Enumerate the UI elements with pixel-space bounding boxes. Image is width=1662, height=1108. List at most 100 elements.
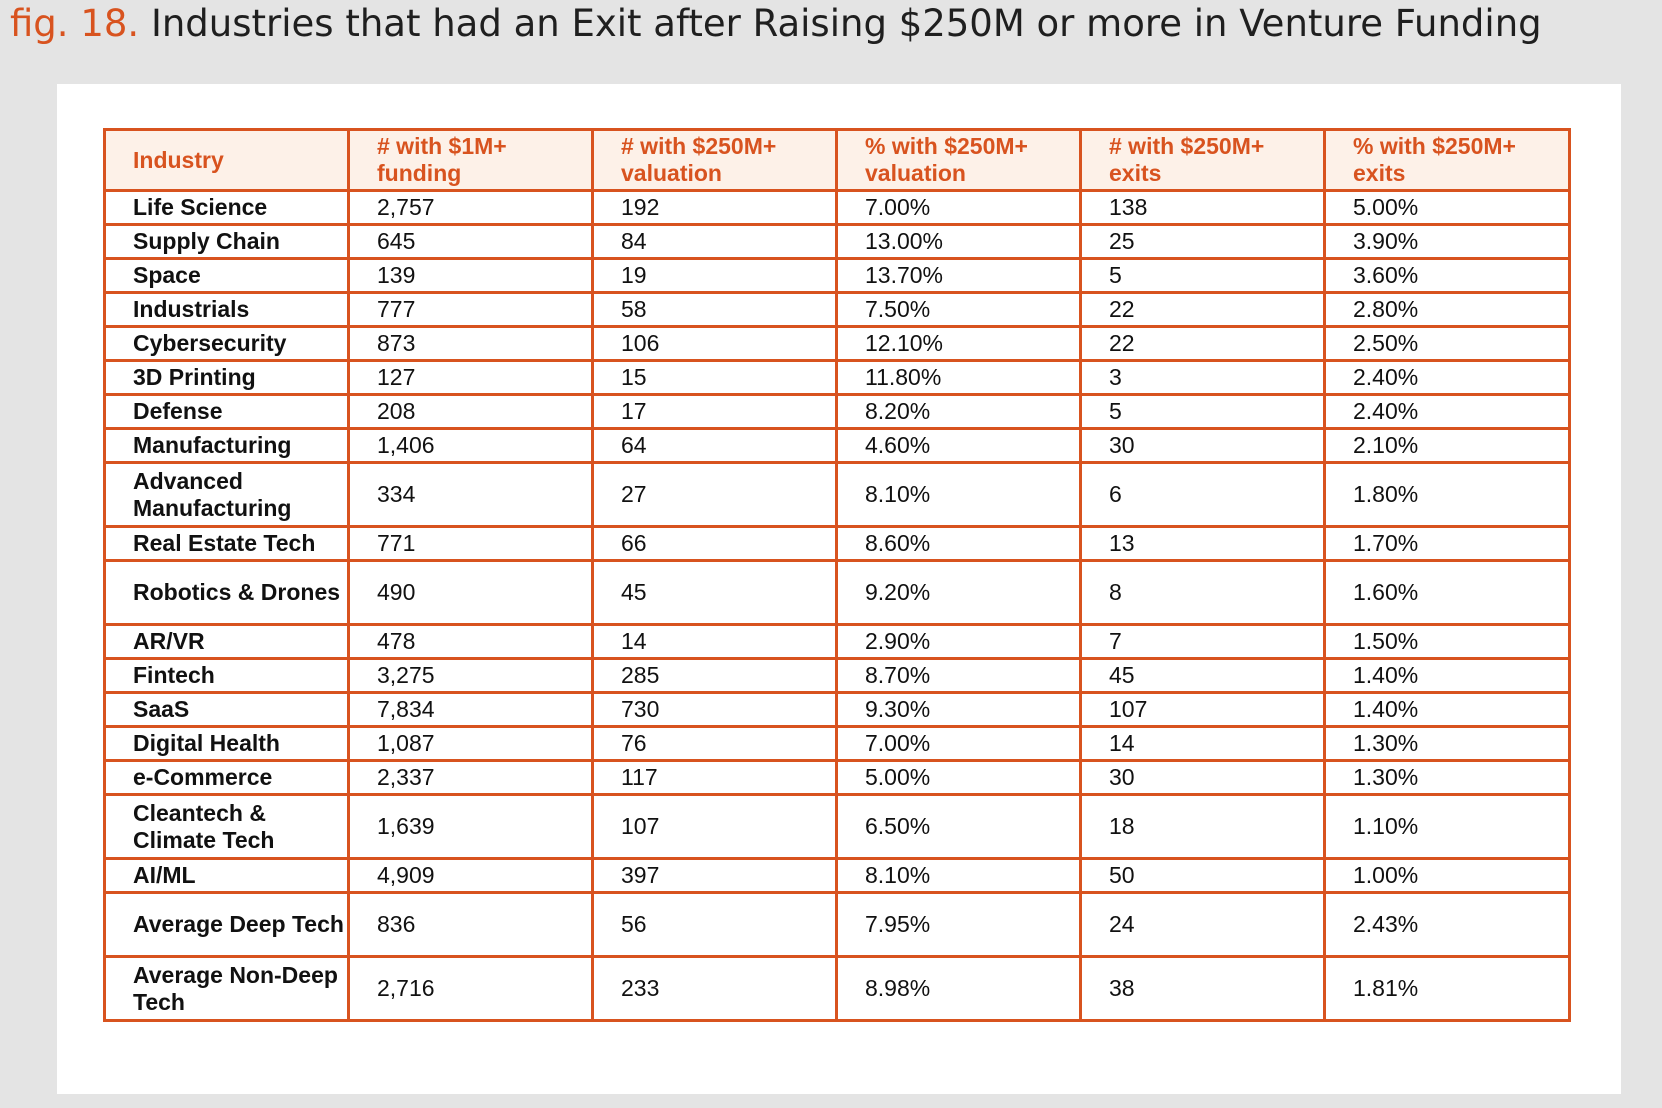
cell-valuation-count: 27 <box>591 461 838 528</box>
cell-funding-count: 1,087 <box>347 725 594 762</box>
cell-exits-pct: 2.10% <box>1323 427 1571 464</box>
table-row: 3D Printing 127 15 11.80% 3 2.40% <box>103 359 1571 396</box>
cell-exits-pct: 1.70% <box>1323 525 1571 562</box>
cell-exits-count: 22 <box>1079 325 1326 362</box>
cell-exits-pct: 2.43% <box>1323 891 1571 958</box>
table-row: Fintech 3,275 285 8.70% 45 1.40% <box>103 657 1571 694</box>
header-exits-pct: % with $250M+ exits <box>1323 128 1571 192</box>
cell-funding-count: 1,406 <box>347 427 594 464</box>
cell-industry: Robotics & Drones <box>103 559 350 626</box>
table-row: SaaS 7,834 730 9.30% 107 1.40% <box>103 691 1571 728</box>
cell-funding-count: 645 <box>347 223 594 260</box>
cell-exits-pct: 2.80% <box>1323 291 1571 328</box>
cell-exits-count: 13 <box>1079 525 1326 562</box>
cell-valuation-count: 192 <box>591 189 838 226</box>
cell-valuation-count: 66 <box>591 525 838 562</box>
cell-valuation-count: 19 <box>591 257 838 294</box>
cell-exits-count: 30 <box>1079 427 1326 464</box>
table-row: Cleantech & Climate Tech 1,639 107 6.50% 18 1… <box>103 793 1571 860</box>
cell-industry: e-Commerce <box>103 759 350 796</box>
cell-industry: Space <box>103 257 350 294</box>
cell-industry: Cybersecurity <box>103 325 350 362</box>
cell-funding-count: 208 <box>347 393 594 430</box>
cell-industry: 3D Printing <box>103 359 350 396</box>
cell-exits-pct: 1.80% <box>1323 461 1571 528</box>
cell-exits-count: 3 <box>1079 359 1326 396</box>
cell-valuation-pct: 12.10% <box>835 325 1082 362</box>
table-row: Industrials 777 58 7.50% 22 2.80% <box>103 291 1571 328</box>
cell-valuation-count: 14 <box>591 623 838 660</box>
cell-industry: Supply Chain <box>103 223 350 260</box>
figure-title-text: Industries that had an Exit after Raisin… <box>150 2 1542 45</box>
cell-valuation-pct: 4.60% <box>835 427 1082 464</box>
cell-valuation-pct: 8.10% <box>835 461 1082 528</box>
cell-exits-pct: 1.30% <box>1323 725 1571 762</box>
figure-label: fig. 18. <box>10 2 140 45</box>
cell-exits-pct: 5.00% <box>1323 189 1571 226</box>
cell-exits-pct: 2.40% <box>1323 393 1571 430</box>
cell-industry: Average Deep Tech <box>103 891 350 958</box>
table-row: Supply Chain 645 84 13.00% 25 3.90% <box>103 223 1571 260</box>
cell-exits-pct: 1.30% <box>1323 759 1571 796</box>
cell-funding-count: 334 <box>347 461 594 528</box>
cell-exits-pct: 1.10% <box>1323 793 1571 860</box>
cell-industry: Cleantech & Climate Tech <box>103 793 350 860</box>
cell-valuation-pct: 5.00% <box>835 759 1082 796</box>
figure-title: fig. 18. Industries that had an Exit aft… <box>10 2 1542 46</box>
cell-valuation-count: 58 <box>591 291 838 328</box>
cell-exits-count: 30 <box>1079 759 1326 796</box>
cell-funding-count: 2,757 <box>347 189 594 226</box>
cell-valuation-count: 397 <box>591 857 838 894</box>
industry-exit-table: Industry # with $1M+ funding # with $250… <box>103 128 1571 1022</box>
cell-exits-count: 107 <box>1079 691 1326 728</box>
cell-exits-count: 24 <box>1079 891 1326 958</box>
cell-funding-count: 4,909 <box>347 857 594 894</box>
table-row: Real Estate Tech 771 66 8.60% 13 1.70% <box>103 525 1571 562</box>
cell-exits-pct: 2.50% <box>1323 325 1571 362</box>
cell-valuation-pct: 7.50% <box>835 291 1082 328</box>
cell-funding-count: 7,834 <box>347 691 594 728</box>
cell-exits-count: 22 <box>1079 291 1326 328</box>
cell-exits-count: 45 <box>1079 657 1326 694</box>
header-industry: Industry <box>103 128 350 192</box>
cell-valuation-count: 730 <box>591 691 838 728</box>
cell-valuation-pct: 13.00% <box>835 223 1082 260</box>
header-funding-count: # with $1M+ funding <box>347 128 594 192</box>
cell-valuation-pct: 8.60% <box>835 525 1082 562</box>
header-exits-count: # with $250M+ exits <box>1079 128 1326 192</box>
cell-exits-count: 7 <box>1079 623 1326 660</box>
cell-valuation-count: 17 <box>591 393 838 430</box>
cell-exits-pct: 2.40% <box>1323 359 1571 396</box>
cell-valuation-pct: 7.95% <box>835 891 1082 958</box>
table-row: Space 139 19 13.70% 5 3.60% <box>103 257 1571 294</box>
table-row: Average Non-Deep Tech 2,716 233 8.98% 38 1.81… <box>103 955 1571 1022</box>
header-valuation-count: # with $250M+ valuation <box>591 128 838 192</box>
cell-funding-count: 490 <box>347 559 594 626</box>
cell-valuation-pct: 8.20% <box>835 393 1082 430</box>
cell-valuation-pct: 9.20% <box>835 559 1082 626</box>
cell-valuation-count: 106 <box>591 325 838 362</box>
cell-exits-pct: 1.00% <box>1323 857 1571 894</box>
cell-valuation-pct: 8.98% <box>835 955 1082 1022</box>
cell-exits-count: 6 <box>1079 461 1326 528</box>
cell-funding-count: 1,639 <box>347 793 594 860</box>
cell-industry: AI/ML <box>103 857 350 894</box>
cell-funding-count: 777 <box>347 291 594 328</box>
cell-exits-count: 50 <box>1079 857 1326 894</box>
table-row: AR/VR 478 14 2.90% 7 1.50% <box>103 623 1571 660</box>
cell-industry: Defense <box>103 393 350 430</box>
table-row: Manufacturing 1,406 64 4.60% 30 2.10% <box>103 427 1571 464</box>
cell-valuation-pct: 8.70% <box>835 657 1082 694</box>
cell-valuation-count: 107 <box>591 793 838 860</box>
cell-valuation-pct: 13.70% <box>835 257 1082 294</box>
cell-exits-pct: 1.40% <box>1323 657 1571 694</box>
cell-industry: Digital Health <box>103 725 350 762</box>
cell-exits-pct: 3.60% <box>1323 257 1571 294</box>
table-row: Cybersecurity 873 106 12.10% 22 2.50% <box>103 325 1571 362</box>
cell-valuation-count: 64 <box>591 427 838 464</box>
table-row: Life Science 2,757 192 7.00% 138 5.00% <box>103 189 1571 226</box>
header-valuation-pct: % with $250M+ valuation <box>835 128 1082 192</box>
cell-valuation-count: 76 <box>591 725 838 762</box>
cell-industry: Life Science <box>103 189 350 226</box>
cell-funding-count: 2,337 <box>347 759 594 796</box>
